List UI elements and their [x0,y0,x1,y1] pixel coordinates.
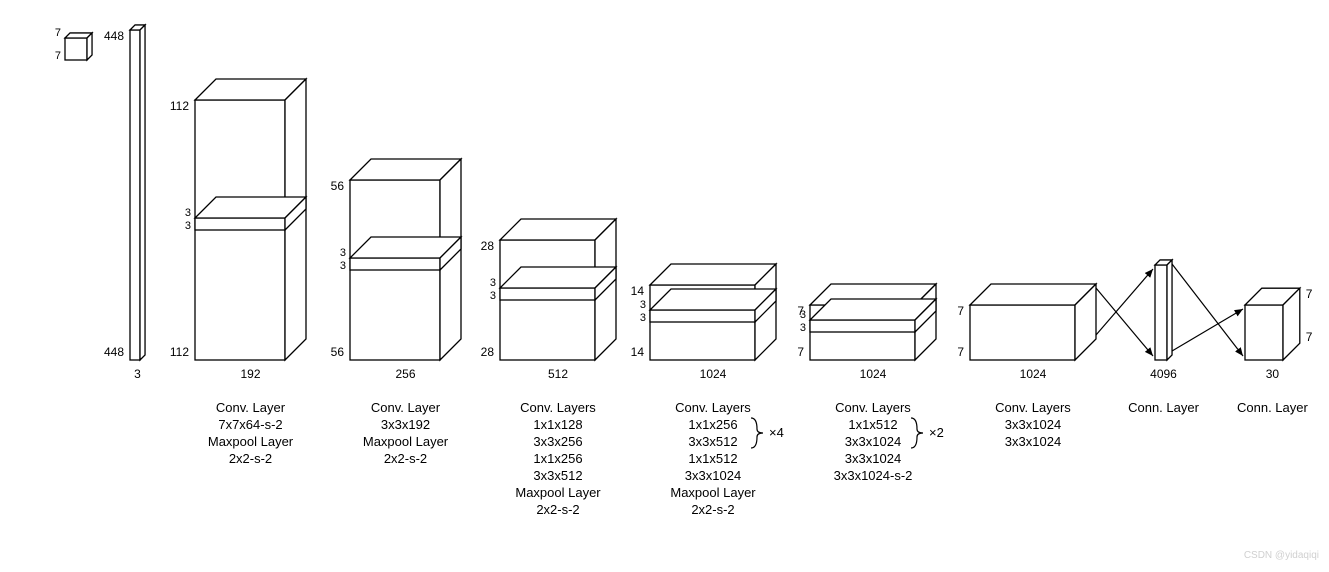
caption-line: Conn. Layer [1128,400,1199,415]
svg-text:7: 7 [797,345,804,359]
svg-text:512: 512 [548,367,568,381]
caption-line: Conn. Layer [1237,400,1308,415]
caption-line: Maxpool Layer [208,434,294,449]
svg-text:7: 7 [957,345,964,359]
caption-line: Conv. Layers [520,400,596,415]
caption-line: 2x2-s-2 [384,451,427,466]
caption-line: 3x3x1024 [1005,434,1061,449]
caption-line: 3x3x512 [688,434,737,449]
svg-text:1024: 1024 [1020,367,1047,381]
block-b6: 7 7 1024 Conv. Layers 3x3x1024 3x3x1024 [957,284,1096,449]
caption-line: 3x3x1024 [685,468,741,483]
svg-text:30: 30 [1266,367,1280,381]
svg-text:448: 448 [104,345,124,359]
caption-line: 3x3x1024-s-2 [834,468,913,483]
svg-text:×4: ×4 [769,425,784,440]
block-fc1: 4096 Conn. Layer [1128,260,1199,415]
caption-line: Maxpool Layer [515,485,601,500]
svg-text:448: 448 [104,29,124,43]
svg-text:3: 3 [185,207,191,219]
svg-text:7: 7 [55,27,61,39]
diagram-svg: 44844837711211219233Conv. Layer7x7x64-s-… [0,0,1329,567]
block-input: 448448377 [55,25,145,381]
svg-text:256: 256 [395,367,415,381]
caption-line: Conv. Layer [216,400,286,415]
svg-text:1024: 1024 [860,367,887,381]
caption-line: 3x3x1024 [845,434,901,449]
svg-text:14: 14 [631,345,645,359]
block-b3: 28 28 512 33 Conv. Layers 1x1x128 3x3x256 1x1x2… [481,219,616,517]
caption-line: 3x3x1024 [1005,417,1061,432]
caption-line: Maxpool Layer [363,434,449,449]
caption-line: Conv. Layers [675,400,751,415]
svg-text:3: 3 [640,299,646,311]
connector [1096,269,1153,356]
svg-text:7: 7 [1306,330,1313,344]
block-b1: 112 112 192 33 Conv. Layer 7x7x64-s-2 Maxpool … [170,79,306,466]
caption-line: 1x1x256 [688,417,737,432]
svg-text:3: 3 [490,290,496,302]
diagram-canvas: 44844837711211219233Conv. Layer7x7x64-s-… [0,0,1329,567]
block-b4: 14 14 1024 33 Conv. Layers 1x1x256 3x3x512 1x1x… [631,264,784,517]
caption-line: Conv. Layers [995,400,1071,415]
block-fc2: 7 7 30 Conn. Layer [1237,287,1313,415]
caption-line: 2x2-s-2 [229,451,272,466]
caption-line: 3x3x192 [381,417,430,432]
svg-text:28: 28 [481,345,495,359]
svg-text:56: 56 [331,179,345,193]
svg-text:28: 28 [481,239,495,253]
svg-text:3: 3 [340,247,346,259]
kernel-input: 77 [55,27,92,62]
svg-text:7: 7 [55,50,61,62]
svg-text:7: 7 [957,304,964,318]
connector [1172,264,1243,356]
caption-line: 1x1x512 [848,417,897,432]
svg-text:3: 3 [490,277,496,289]
svg-text:3: 3 [340,260,346,272]
svg-text:56: 56 [331,345,345,359]
caption-line: Conv. Layers [835,400,911,415]
svg-text:4096: 4096 [1150,367,1177,381]
svg-text:×2: ×2 [929,425,944,440]
svg-text:112: 112 [170,99,189,113]
caption-line: Maxpool Layer [670,485,756,500]
caption-line: 1x1x128 [533,417,582,432]
caption-line: 7x7x64-s-2 [218,417,282,432]
caption-line: 2x2-s-2 [691,502,734,517]
svg-text:3: 3 [800,322,806,334]
caption-line: 3x3x256 [533,434,582,449]
svg-text:192: 192 [240,367,260,381]
svg-text:3: 3 [800,309,806,321]
svg-text:3: 3 [185,220,191,232]
svg-text:1024: 1024 [700,367,727,381]
watermark: CSDN @yidaqiqi [1244,550,1319,561]
caption-line: 3x3x1024 [845,451,901,466]
caption-line: 1x1x512 [688,451,737,466]
svg-text:14: 14 [631,284,645,298]
svg-text:3: 3 [134,367,141,381]
block-b2: 56 56 256 33 Conv. Layer 3x3x192 Maxpool Layer… [331,159,461,466]
svg-text:3: 3 [640,312,646,324]
block-b5: 77102433Conv. Layers1x1x5123x3x10243x3x1… [797,284,944,483]
svg-text:112: 112 [170,345,189,359]
caption-line: 3x3x512 [533,468,582,483]
caption-line: 1x1x256 [533,451,582,466]
caption-line: 2x2-s-2 [536,502,579,517]
svg-text:7: 7 [1306,287,1313,301]
caption-line: Conv. Layer [371,400,441,415]
